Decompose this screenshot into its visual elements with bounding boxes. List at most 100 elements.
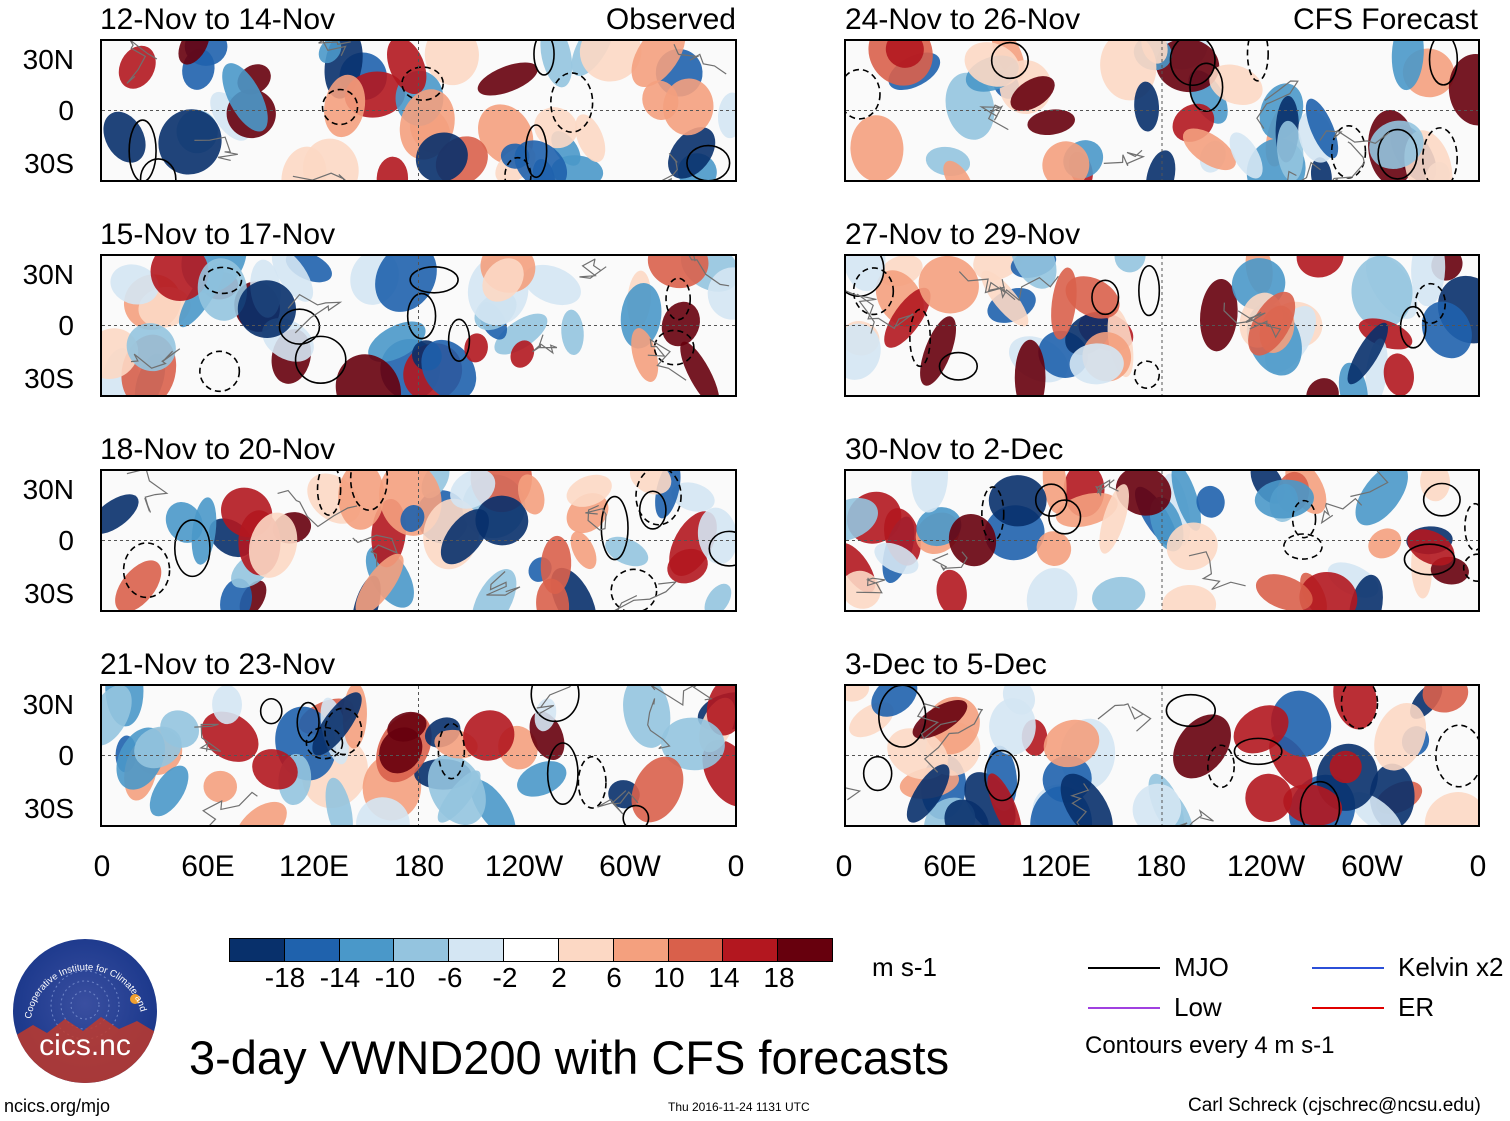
negative-anomaly-blob xyxy=(1026,567,1078,610)
negative-anomaly-blob xyxy=(704,583,732,610)
positive-anomaly-blob xyxy=(1141,41,1168,64)
negative-anomaly-blob xyxy=(110,264,159,305)
mjo-contour xyxy=(321,88,359,126)
negative-anomaly-blob xyxy=(212,686,242,725)
lat-label-eq: 0 xyxy=(58,740,74,771)
panel-title: 21-Nov to 23-Nov xyxy=(100,648,336,681)
panel-title: 3-Dec to 5-Dec xyxy=(845,648,1047,681)
logo-name: cics.nc xyxy=(39,1029,131,1062)
negative-anomaly-blob xyxy=(237,280,297,339)
negative-anomaly-blob xyxy=(911,471,949,513)
legend-line-icon xyxy=(1088,966,1160,969)
mjo-contour xyxy=(1403,543,1456,576)
map-plot xyxy=(100,469,737,612)
coastline xyxy=(532,334,558,355)
negative-anomaly-blob xyxy=(514,140,568,180)
lat-label-30s: 30S xyxy=(24,793,74,824)
negative-anomaly-blob xyxy=(102,686,132,746)
mjo-contour xyxy=(852,267,895,316)
negative-anomaly-blob xyxy=(1411,256,1446,307)
mjo-contour xyxy=(316,471,342,516)
colorbar-swatch xyxy=(449,939,505,961)
positive-anomaly-blob xyxy=(647,256,709,289)
negative-anomaly-blob xyxy=(871,686,918,717)
mjo-contour xyxy=(1428,41,1459,86)
positive-anomaly-blob xyxy=(1407,529,1455,566)
anomaly-field xyxy=(102,41,735,180)
positive-anomaly-blob xyxy=(642,80,679,120)
coastline xyxy=(1070,783,1090,825)
coastline xyxy=(277,489,358,528)
coastline xyxy=(318,41,351,57)
negative-anomaly-blob xyxy=(1277,120,1304,180)
mjo-contour xyxy=(1048,499,1082,535)
negative-anomaly-blob xyxy=(523,264,581,306)
lon-tick-label: 120E xyxy=(1020,850,1092,883)
negative-anomaly-blob xyxy=(1069,343,1124,385)
negative-anomaly-blob xyxy=(356,797,410,825)
positive-anomaly-blob xyxy=(424,41,479,86)
coastline xyxy=(579,258,607,279)
positive-anomaly-blob xyxy=(918,256,979,314)
positive-anomaly-blob xyxy=(1042,141,1090,180)
map-plot xyxy=(100,39,737,182)
mjo-contour xyxy=(296,701,320,743)
lon-tick-label: 60W xyxy=(1341,850,1403,883)
negative-anomaly-blob xyxy=(989,698,1036,756)
mjo-contour xyxy=(199,350,241,393)
lat-label-30n: 30N xyxy=(22,474,74,505)
negative-anomaly-blob xyxy=(620,282,662,349)
lon-tick-label: 180 xyxy=(393,850,445,883)
mjo-contour xyxy=(1422,127,1458,180)
positive-anomaly-blob xyxy=(376,156,409,180)
negative-anomaly-blob xyxy=(149,765,189,817)
negative-anomaly-blob xyxy=(325,777,353,825)
colorbar-tick: -6 xyxy=(437,962,463,993)
legend-item-low: Low xyxy=(1088,992,1222,1023)
positive-anomaly-blob xyxy=(517,474,545,515)
negative-anomaly-blob xyxy=(697,507,735,565)
colorbar-tick: -18 xyxy=(264,962,306,993)
positive-anomaly-blob xyxy=(1333,686,1377,730)
mjo-contour xyxy=(139,158,177,180)
negative-anomaly-blob xyxy=(197,258,247,321)
lon-tick-label: 120W xyxy=(1226,850,1306,883)
mjo-contour xyxy=(600,495,629,561)
mjo-contour xyxy=(1464,502,1478,552)
mjo-contour xyxy=(122,542,171,599)
coastline xyxy=(1319,129,1390,144)
negative-anomaly-blob xyxy=(1010,256,1057,289)
negative-anomaly-blob xyxy=(874,542,919,575)
coastline xyxy=(126,471,169,513)
mjo-contour xyxy=(1138,264,1161,317)
negative-anomaly-blob xyxy=(906,764,950,823)
negative-anomaly-blob xyxy=(1145,150,1176,180)
footer-author: Carl Schreck (cjschrec@ncsu.edu) xyxy=(1188,1095,1481,1116)
legend-item-mjo: MJO xyxy=(1088,952,1229,983)
colorbar-swatch xyxy=(723,939,779,961)
coastline xyxy=(661,152,678,180)
coastline xyxy=(486,571,521,596)
positive-anomaly-blob xyxy=(203,770,238,803)
coastline xyxy=(688,256,730,287)
positive-anomaly-blob xyxy=(846,570,881,609)
mjo-contour xyxy=(533,41,555,76)
colorbar-tick: 6 xyxy=(606,962,622,993)
positive-anomaly-blob xyxy=(1014,339,1046,395)
negative-anomaly-blob xyxy=(494,313,548,355)
positive-anomaly-blob xyxy=(661,301,700,347)
legend-line-icon xyxy=(1088,1006,1160,1009)
mjo-contour xyxy=(1291,499,1317,539)
positive-anomaly-blob xyxy=(1424,792,1478,825)
mjo-contour xyxy=(622,804,650,825)
positive-anomaly-blob xyxy=(631,756,684,823)
negative-anomaly-blob xyxy=(1254,479,1314,519)
positive-anomaly-blob xyxy=(115,560,162,610)
colorbar-tick: 14 xyxy=(708,962,740,993)
negative-anomaly-blob xyxy=(471,569,517,610)
negative-anomaly-blob xyxy=(1196,485,1225,518)
negative-anomaly-blob xyxy=(1349,574,1383,610)
positive-anomaly-blob xyxy=(536,578,570,610)
positive-anomaly-blob xyxy=(1269,735,1313,790)
negative-anomaly-blob xyxy=(671,482,715,512)
